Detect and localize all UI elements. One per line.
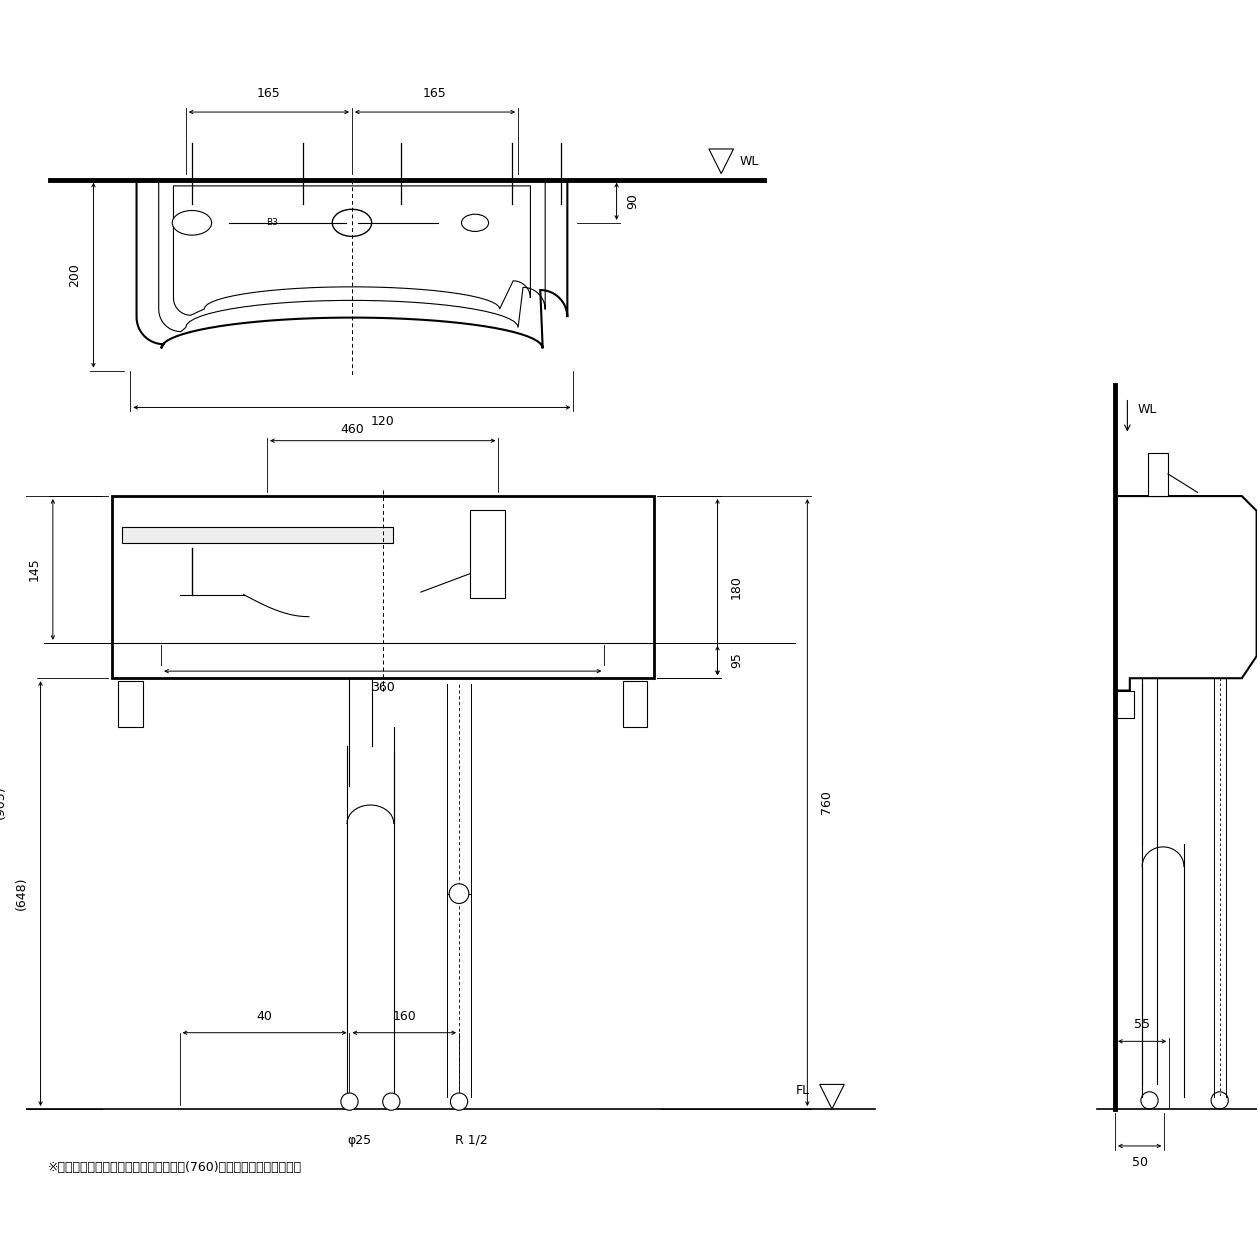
Text: WL: WL [1137, 404, 1156, 416]
Text: 145: 145 [28, 557, 40, 581]
Circle shape [1141, 1092, 1159, 1110]
Text: 90: 90 [626, 194, 639, 209]
Text: 95: 95 [730, 653, 742, 668]
Text: φ25: φ25 [347, 1133, 371, 1146]
Text: 180: 180 [730, 575, 742, 599]
Polygon shape [1115, 496, 1257, 691]
Ellipse shape [172, 210, 211, 235]
Text: ※（　）内寸法は、手洗器あふれ縁高さ(760)を基準にした参考寸法。: ※（ ）内寸法は、手洗器あふれ縁高さ(760)を基準にした参考寸法。 [48, 1161, 302, 1174]
Circle shape [382, 1093, 400, 1111]
Text: 40: 40 [257, 1010, 273, 1023]
Text: FL: FL [796, 1084, 810, 1097]
Text: R 1/2: R 1/2 [455, 1133, 488, 1146]
Text: B3: B3 [265, 219, 278, 228]
Circle shape [341, 1093, 359, 1111]
Text: 120: 120 [371, 415, 395, 429]
Text: (905): (905) [0, 786, 8, 819]
Text: 160: 160 [392, 1010, 416, 1023]
Text: 460: 460 [340, 424, 364, 437]
Circle shape [450, 1093, 468, 1111]
Text: 165: 165 [257, 87, 281, 99]
Text: 760: 760 [820, 790, 833, 814]
Polygon shape [137, 180, 567, 348]
Bar [112, 496, 653, 678]
Bar [1149, 453, 1167, 496]
Text: 200: 200 [68, 263, 82, 287]
Text: 50: 50 [1132, 1156, 1147, 1169]
Text: (648): (648) [15, 877, 28, 911]
Circle shape [449, 884, 469, 903]
Text: 360: 360 [371, 681, 395, 694]
Bar [118, 681, 142, 727]
Circle shape [1211, 1092, 1228, 1110]
Ellipse shape [332, 209, 371, 237]
Bar [470, 509, 504, 599]
Bar [1115, 691, 1133, 717]
Ellipse shape [462, 214, 488, 231]
Text: 165: 165 [423, 87, 447, 99]
Text: WL: WL [740, 155, 759, 167]
Text: 55: 55 [1135, 1019, 1150, 1032]
Bar [623, 681, 648, 727]
Bar [122, 527, 392, 543]
